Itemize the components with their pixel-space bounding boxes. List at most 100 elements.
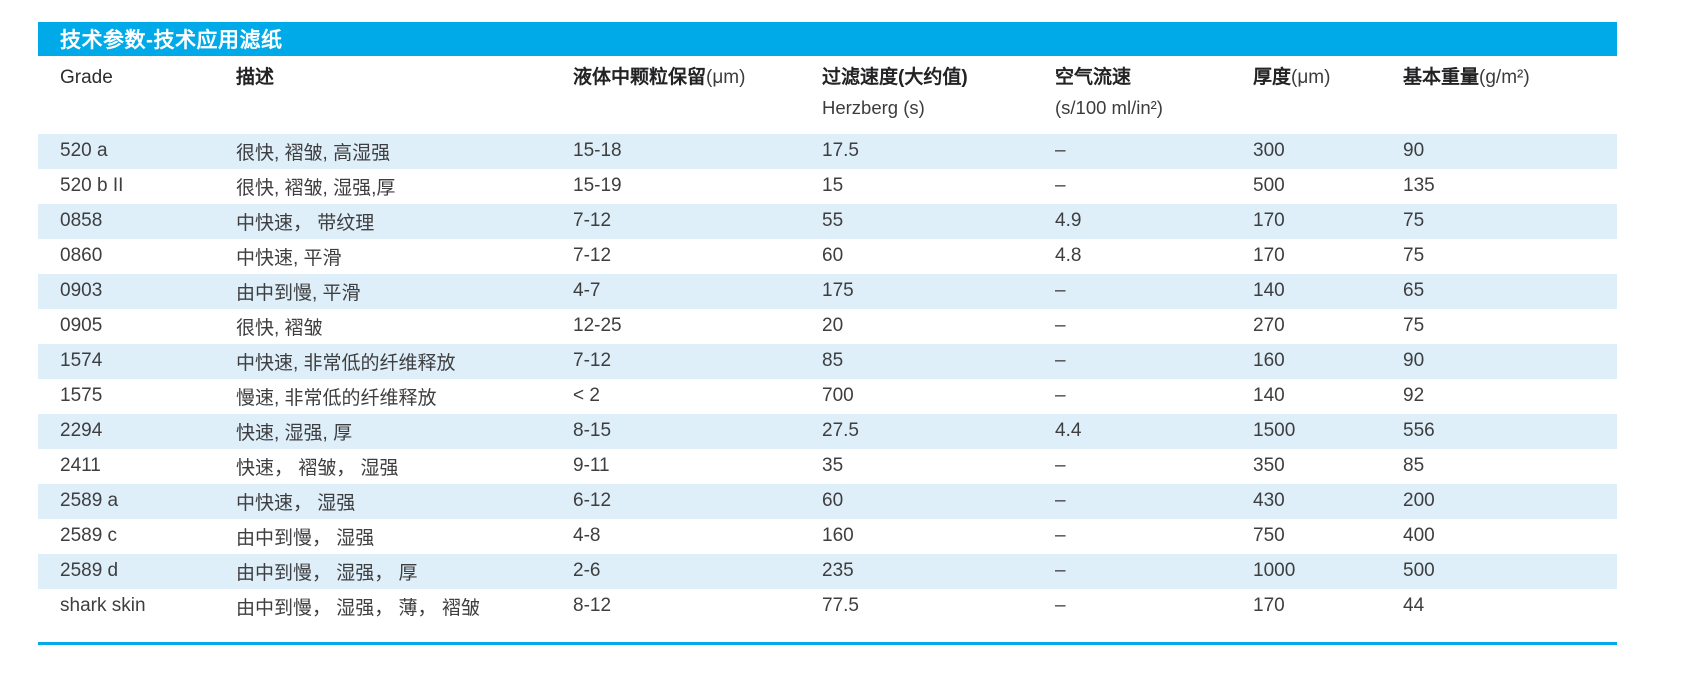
table-bottom-rule xyxy=(38,641,1617,645)
cell-particle-retention: 8-12 xyxy=(573,595,612,617)
column-header-particle-retention: 液体中颗粒保留(μm) xyxy=(573,56,822,134)
cell-description: 很快, 褶皱, 高湿强 xyxy=(236,142,391,164)
cell-thickness: 430 xyxy=(1253,490,1285,512)
table-row-2294: 2294 快速, 湿强, 厚 8-15 27.5 4.4 1500 556 xyxy=(38,413,1617,449)
cell-air-flow: – xyxy=(1055,140,1066,162)
cell-description: 快速， 褶皱， 湿强 xyxy=(236,457,399,479)
cell-thickness: 1000 xyxy=(1253,560,1296,582)
cell-air-flow: 4.4 xyxy=(1055,420,1082,442)
cell-particle-retention: 2-6 xyxy=(573,560,601,582)
cell-basis-weight: 75 xyxy=(1403,315,1425,337)
cell-filtration-speed: 175 xyxy=(822,280,854,302)
column-unit-thickness: (μm) xyxy=(1291,67,1331,88)
column-unit-particle-retention: (μm) xyxy=(706,67,746,88)
table-row-520-b-ii: 520 b II 很快, 褶皱, 湿强,厚 15-19 15 – 500 135 xyxy=(38,169,1617,204)
column-label-basis-weight: 基本重量 xyxy=(1403,67,1480,88)
cell-basis-weight: 90 xyxy=(1403,140,1425,162)
cell-grade: 2411 xyxy=(60,455,101,477)
cell-filtration-speed: 20 xyxy=(822,315,844,337)
column-header-basis-weight: 基本重量(g/m²) xyxy=(1403,56,1617,134)
cell-filtration-speed: 85 xyxy=(822,350,844,372)
cell-air-flow: – xyxy=(1055,280,1066,302)
cell-basis-weight: 65 xyxy=(1403,280,1425,302)
column-label-filtration-speed: 过滤速度(大约值) xyxy=(822,67,968,88)
cell-filtration-speed: 60 xyxy=(822,490,844,512)
cell-basis-weight: 90 xyxy=(1403,350,1425,372)
cell-particle-retention: 8-15 xyxy=(573,420,612,442)
cell-grade: 2589 c xyxy=(60,525,118,547)
cell-filtration-speed: 700 xyxy=(822,385,854,407)
column-header-grade: Grade xyxy=(38,56,236,134)
cell-thickness: 500 xyxy=(1253,175,1285,197)
cell-particle-retention: 15-18 xyxy=(573,140,622,162)
cell-basis-weight: 75 xyxy=(1403,210,1425,232)
table-header-row: Grade 描述 液体中颗粒保留(μm) 过滤速度(大约值) Herzberg (s) 空… xyxy=(38,56,1617,134)
cell-particle-retention: 4-8 xyxy=(573,525,601,547)
cell-description: 中快速, 平滑 xyxy=(236,247,342,269)
cell-particle-retention: 12-25 xyxy=(573,315,622,337)
cell-thickness: 270 xyxy=(1253,315,1285,337)
cell-filtration-speed: 77.5 xyxy=(822,595,859,617)
cell-thickness: 350 xyxy=(1253,455,1285,477)
cell-grade: 1574 xyxy=(60,350,103,372)
cell-grade: 0860 xyxy=(60,245,103,267)
cell-particle-retention: 7-12 xyxy=(573,210,612,232)
cell-thickness: 300 xyxy=(1253,140,1285,162)
cell-description: 慢速, 非常低的纤维释放 xyxy=(236,387,437,409)
cell-air-flow: – xyxy=(1055,525,1066,547)
cell-basis-weight: 400 xyxy=(1403,525,1435,547)
datasheet-page: 技术参数-技术应用滤纸 Grade 描述 液体中颗粒保留(μm) 过滤速度(大约值) H… xyxy=(38,22,1617,645)
table-row-0858: 0858 中快速， 带纹理 7-12 55 4.9 170 75 xyxy=(38,203,1617,239)
cell-thickness: 170 xyxy=(1253,210,1285,232)
cell-thickness: 750 xyxy=(1253,525,1285,547)
cell-thickness: 160 xyxy=(1253,350,1285,372)
column-subheader-air-flow: (s/100 ml/in²) xyxy=(1055,96,1163,118)
cell-grade: 0858 xyxy=(60,210,103,232)
cell-description: 很快, 褶皱, 湿强,厚 xyxy=(236,177,396,199)
cell-air-flow: – xyxy=(1055,490,1066,512)
cell-particle-retention: 7-12 xyxy=(573,245,612,267)
cell-grade: 2294 xyxy=(60,420,103,442)
table-body: 520 a 很快, 褶皱, 高湿强 15-18 17.5 – 300 90 520 b II 很… xyxy=(38,133,1617,624)
table-title-bar: 技术参数-技术应用滤纸 xyxy=(38,22,1617,56)
table-row-0905: 0905 很快, 褶皱 12-25 20 – 270 75 xyxy=(38,309,1617,344)
cell-basis-weight: 135 xyxy=(1403,175,1435,197)
cell-air-flow: – xyxy=(1055,455,1066,477)
cell-description: 快速, 湿强, 厚 xyxy=(236,422,353,444)
cell-grade: shark skin xyxy=(60,595,146,617)
cell-particle-retention: 6-12 xyxy=(573,490,612,512)
table-row-1575: 1575 慢速, 非常低的纤维释放 < 2 700 – 140 92 xyxy=(38,379,1617,414)
cell-grade: 520 a xyxy=(60,140,108,162)
table-title: 技术参数-技术应用滤纸 xyxy=(60,29,283,52)
cell-thickness: 1500 xyxy=(1253,420,1296,442)
cell-grade: 2589 d xyxy=(60,560,119,582)
table-row-0860: 0860 中快速, 平滑 7-12 60 4.8 170 75 xyxy=(38,239,1617,274)
cell-air-flow: – xyxy=(1055,315,1066,337)
cell-filtration-speed: 17.5 xyxy=(822,140,859,162)
column-label-thickness: 厚度 xyxy=(1253,67,1292,88)
column-label-grade: Grade xyxy=(60,67,113,88)
table-row-2589-d: 2589 d 由中到慢， 湿强， 厚 2-6 235 – 1000 500 xyxy=(38,553,1617,589)
cell-grade: 0905 xyxy=(60,315,103,337)
cell-air-flow: – xyxy=(1055,560,1066,582)
cell-air-flow: 4.9 xyxy=(1055,210,1082,232)
cell-basis-weight: 75 xyxy=(1403,245,1425,267)
cell-air-flow: – xyxy=(1055,595,1066,617)
cell-filtration-speed: 35 xyxy=(822,455,844,477)
cell-particle-retention: 9-11 xyxy=(573,455,610,477)
column-unit-basis-weight: (g/m²) xyxy=(1479,67,1530,88)
cell-description: 中快速， 带纹理 xyxy=(236,212,375,234)
cell-particle-retention: < 2 xyxy=(573,385,600,407)
column-subheader-filtration-speed: Herzberg (s) xyxy=(822,96,925,118)
cell-grade: 1575 xyxy=(60,385,103,407)
table-row-0903: 0903 由中到慢, 平滑 4-7 175 – 140 65 xyxy=(38,273,1617,309)
cell-description: 由中到慢， 湿强， 薄， 褶皱 xyxy=(236,597,480,619)
table-row-shark-skin: shark skin 由中到慢， 湿强， 薄， 褶皱 8-12 77.5 – 170 44 xyxy=(38,589,1617,624)
table-row-2589-a: 2589 a 中快速， 湿强 6-12 60 – 430 200 xyxy=(38,483,1617,519)
cell-particle-retention: 15-19 xyxy=(573,175,622,197)
cell-grade: 2589 a xyxy=(60,490,119,512)
cell-basis-weight: 44 xyxy=(1403,595,1425,617)
cell-filtration-speed: 27.5 xyxy=(822,420,859,442)
cell-description: 很快, 褶皱 xyxy=(236,317,323,339)
cell-basis-weight: 500 xyxy=(1403,560,1435,582)
